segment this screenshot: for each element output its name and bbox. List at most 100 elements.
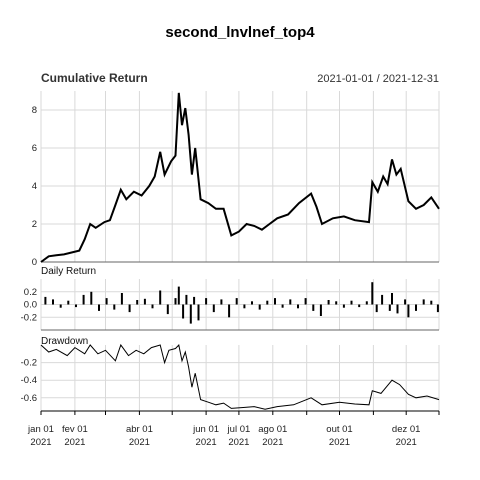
- y-tick-label: 6: [32, 143, 37, 154]
- daily-return-bar: [415, 304, 417, 311]
- daily-return-bar: [404, 299, 407, 305]
- daily-return-bar: [274, 298, 276, 305]
- y-tick-label: 4: [32, 181, 37, 192]
- x-tick-year: 2021: [329, 437, 350, 448]
- daily-return-bar: [281, 304, 284, 308]
- y-tick-label: 0: [32, 257, 37, 268]
- chart-title: second_lnvlnef_top4: [165, 24, 315, 41]
- daily-return-bar: [185, 294, 188, 305]
- daily-return-bar: [220, 299, 223, 305]
- x-tick-label: ago 01: [258, 424, 287, 435]
- daily-return-panel: Daily Return: [41, 266, 439, 324]
- daily-return-bar: [312, 304, 315, 311]
- daily-return-bar: [358, 304, 361, 308]
- daily-return-bar: [105, 298, 108, 305]
- drawdown-line: [40, 343, 440, 410]
- daily-return-bar: [235, 298, 238, 305]
- daily-return-bar: [327, 300, 330, 305]
- daily-return-bar: [197, 304, 200, 321]
- daily-return-bar: [342, 304, 345, 308]
- x-tick-year: 2021: [129, 437, 150, 448]
- x-tick-label: out 01: [326, 424, 352, 435]
- daily-return-bar: [289, 299, 292, 305]
- daily-return-bar: [82, 294, 85, 305]
- daily-return-bar: [258, 304, 261, 310]
- daily-return-bar: [128, 304, 131, 313]
- panel-title-cumulative-return: Cumulative Return: [41, 71, 148, 85]
- daily-return-bar: [174, 298, 177, 305]
- y-tick-label: 0.0: [24, 300, 37, 311]
- x-tick-year: 2021: [196, 437, 217, 448]
- y-tick-label: -0.4: [21, 375, 37, 386]
- x-tick-year: 2021: [262, 437, 283, 448]
- x-tick-label: fev 01: [62, 424, 88, 435]
- daily-return-bar: [159, 290, 162, 305]
- daily-return-bar: [67, 300, 70, 305]
- cumulative-return-line: [40, 92, 440, 263]
- daily-return-bar: [177, 286, 180, 305]
- x-tick-year: 2021: [30, 437, 51, 448]
- daily-return-bar: [350, 300, 353, 305]
- panel-label-daily-return: Daily Return: [41, 266, 96, 277]
- panel-label-drawdown: Drawdown: [41, 336, 88, 347]
- daily-return-bar: [52, 299, 54, 305]
- y-tick-label: -0.2: [21, 312, 37, 323]
- daily-return-bar: [136, 300, 139, 305]
- daily-return-bar: [44, 296, 47, 305]
- date-range: 2021-01-01 / 2021-12-31: [317, 73, 439, 85]
- daily-return-bar: [75, 304, 77, 308]
- daily-return-bar: [304, 298, 307, 305]
- y-tick-label: 2: [32, 219, 37, 230]
- x-tick-label: abr 01: [126, 424, 153, 435]
- daily-return-bar: [205, 298, 208, 305]
- cumulative-return-panel: [40, 92, 440, 263]
- daily-return-bar: [228, 304, 231, 318]
- x-tick-label: jul 01: [227, 424, 251, 435]
- daily-return-bar: [396, 304, 399, 314]
- x-tick-year: 2021: [228, 437, 249, 448]
- daily-return-bar: [266, 300, 269, 305]
- x-tick-label: dez 01: [392, 424, 421, 435]
- grid-layer: [40, 91, 440, 412]
- daily-return-bar: [430, 300, 433, 305]
- daily-return-bar: [113, 304, 116, 310]
- daily-return-bar: [189, 304, 192, 324]
- daily-return-bar: [335, 301, 338, 305]
- y-tick-label: 8: [32, 105, 37, 116]
- daily-return-bar: [151, 304, 154, 309]
- daily-return-bar: [388, 304, 391, 311]
- x-tick-label: jun 01: [192, 424, 219, 435]
- daily-return-bar: [251, 301, 253, 305]
- daily-return-bar: [166, 304, 169, 315]
- daily-return-bar: [407, 304, 410, 318]
- daily-return-bar: [182, 304, 185, 319]
- x-tick-year: 2021: [64, 437, 85, 448]
- daily-return-bar: [120, 293, 123, 305]
- daily-return-bar: [193, 296, 196, 305]
- daily-return-bars: [44, 282, 439, 324]
- y-tick-label: 0.2: [24, 287, 37, 298]
- daily-return-bar: [98, 304, 100, 311]
- daily-return-bar: [391, 293, 393, 305]
- daily-return-bar: [59, 304, 62, 308]
- daily-return-bar: [375, 304, 378, 313]
- x-axis-labels: jan 01 2021 fev 01 2021 abr 01 2021 jun 01 2021…: [27, 410, 440, 448]
- x-tick-label: jan 01: [27, 424, 54, 435]
- drawdown-panel: Drawdown: [40, 336, 440, 410]
- x-tick-year: 2021: [396, 437, 417, 448]
- daily-return-bar: [243, 304, 246, 309]
- daily-return-bar: [436, 304, 439, 313]
- y-tick-label: -0.2: [21, 358, 37, 369]
- y-tick-label: -0.6: [21, 393, 37, 404]
- daily-return-bar: [297, 304, 299, 309]
- daily-return-bar: [422, 299, 425, 305]
- daily-return-bar: [365, 301, 368, 305]
- daily-return-bar: [143, 298, 146, 305]
- daily-return-bar: [371, 282, 374, 305]
- daily-return-bar: [90, 291, 93, 305]
- daily-return-bar: [212, 304, 215, 313]
- daily-return-bar: [319, 304, 322, 316]
- daily-return-bar: [381, 294, 384, 305]
